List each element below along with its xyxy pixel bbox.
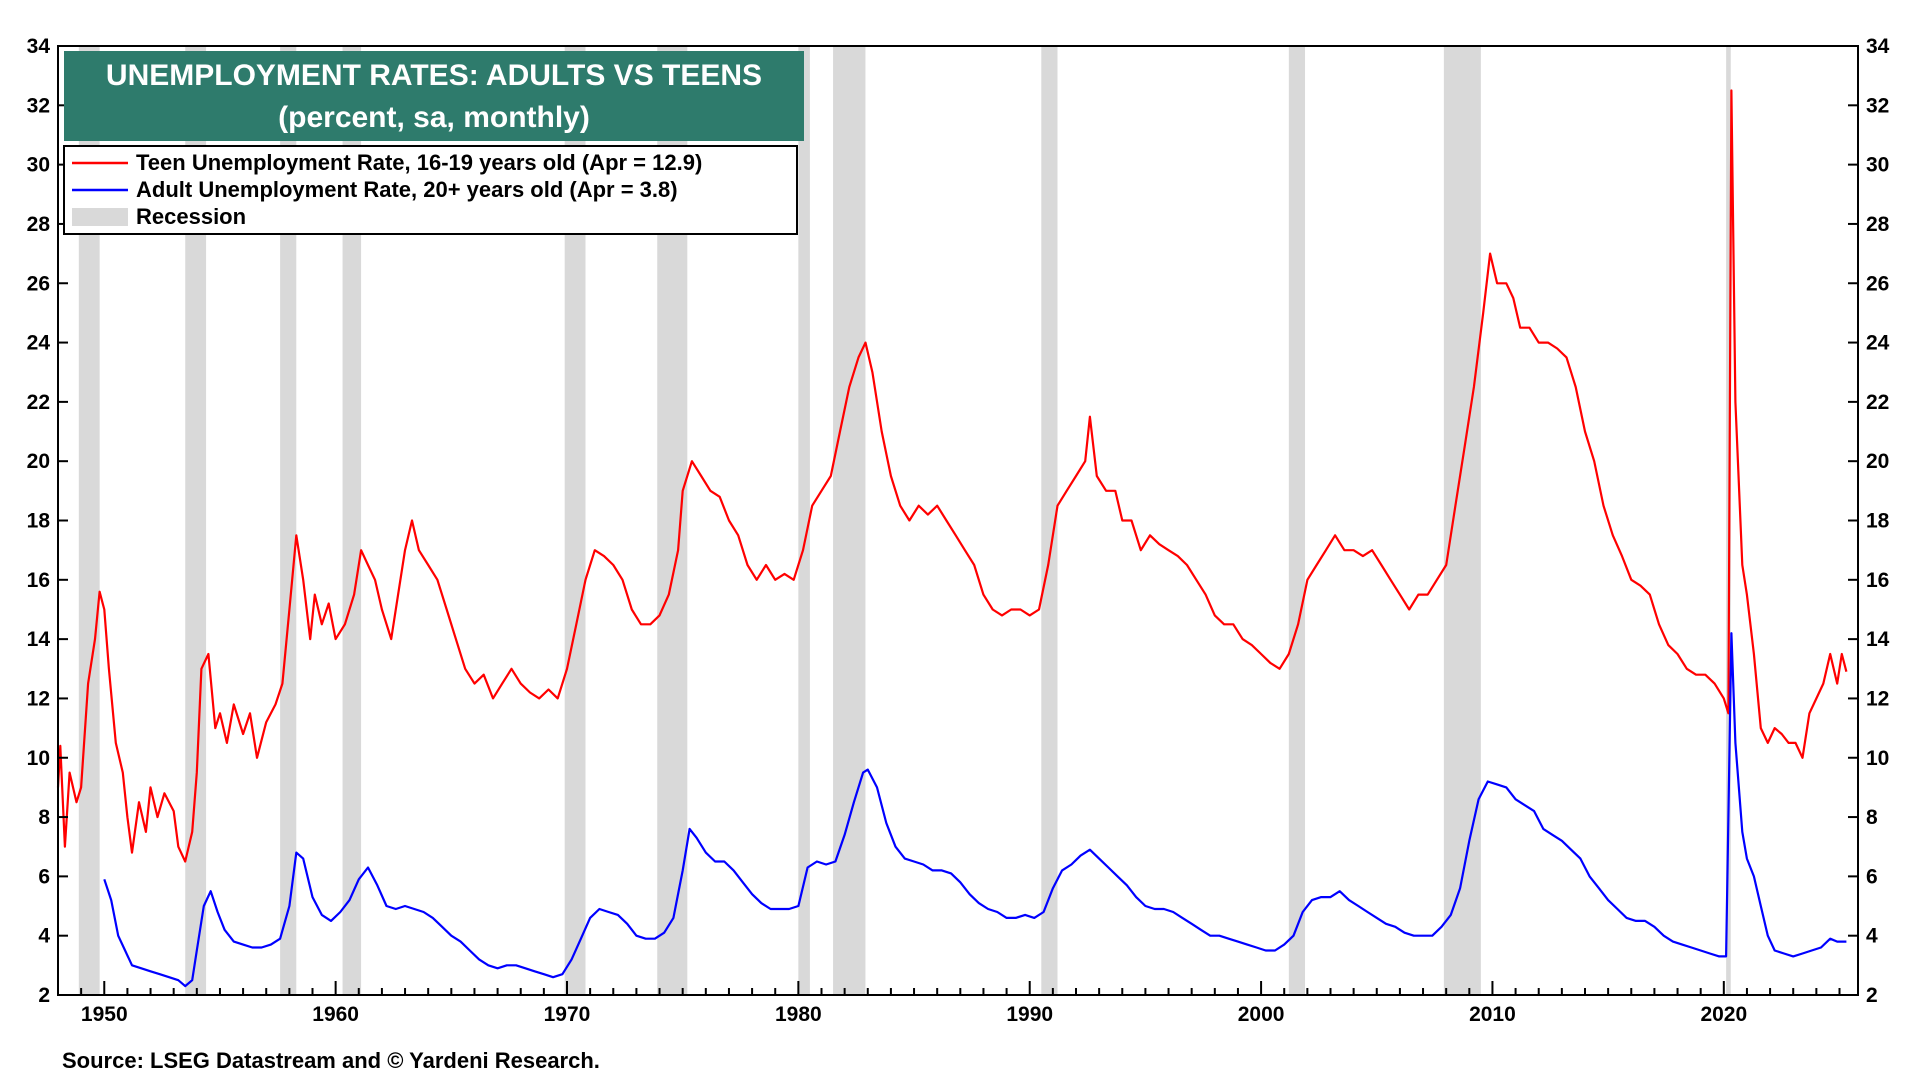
legend-swatch-recession: [72, 208, 128, 226]
x-tick-label: 1990: [1006, 1003, 1053, 1026]
y-tick-label-right: 22: [1866, 391, 1889, 414]
y-tick-label-right: 30: [1866, 154, 1889, 177]
recession-band: [1443, 46, 1481, 995]
y-tick-label-right: 26: [1866, 272, 1889, 295]
y-tick-label-right: 24: [1866, 332, 1890, 355]
y-tick-label-left: 8: [38, 806, 50, 829]
recession-band: [833, 46, 866, 995]
y-tick-label-left: 26: [27, 272, 50, 295]
y-tick-label-left: 6: [38, 865, 50, 888]
recession-band: [280, 46, 297, 995]
recession-band: [1041, 46, 1058, 995]
recession-bands: [78, 46, 1731, 995]
recession-band: [1288, 46, 1306, 995]
x-tick-label: 1950: [81, 1003, 128, 1026]
y-tick-label-left: 4: [38, 925, 50, 948]
y-tick-label-left: 16: [27, 569, 50, 592]
y-tick-label-left: 24: [27, 332, 51, 355]
y-tick-label-left: 2: [38, 984, 50, 1007]
y-tick-label-left: 20: [27, 450, 50, 473]
y-tick-label-left: 18: [27, 510, 51, 533]
title-box: UNEMPLOYMENT RATES: ADULTS VS TEENS (per…: [64, 51, 804, 141]
y-tick-label-right: 32: [1866, 94, 1889, 117]
y-tick-label-left: 30: [27, 154, 50, 177]
y-tick-label-left: 12: [27, 687, 50, 710]
y-tick-label-left: 10: [27, 747, 50, 770]
chart-subtitle: (percent, sa, monthly): [278, 101, 590, 134]
title-box-background: [64, 51, 804, 141]
y-tick-label-left: 32: [27, 94, 50, 117]
y-tick-label-right: 18: [1866, 510, 1890, 533]
legend-label-recession: Recession: [136, 204, 246, 229]
y-tick-label-right: 4: [1866, 925, 1878, 948]
x-tick-label: 2020: [1700, 1003, 1747, 1026]
legend: Teen Unemployment Rate, 16-19 years old …: [63, 145, 798, 235]
x-tick-label: 1970: [544, 1003, 591, 1026]
x-tick-label: 2000: [1238, 1003, 1285, 1026]
legend-box: [63, 145, 798, 235]
x-tick-label: 2010: [1469, 1003, 1516, 1026]
y-tick-label-left: 28: [27, 213, 51, 236]
y-tick-label-left: 14: [27, 628, 51, 651]
series-lines: [56, 89, 1848, 988]
teen-unemployment-line: [56, 89, 1848, 863]
y-tick-label-right: 10: [1866, 747, 1889, 770]
y-tick-label-right: 16: [1866, 569, 1889, 592]
recession-band: [564, 46, 586, 995]
y-tick-label-left: 22: [27, 391, 50, 414]
legend-label-adult: Adult Unemployment Rate, 20+ years old (…: [136, 177, 678, 202]
legend-label-teen: Teen Unemployment Rate, 16-19 years old …: [136, 150, 702, 175]
y-tick-label-right: 34: [1866, 35, 1890, 58]
source-note: Source: LSEG Datastream and © Yardeni Re…: [62, 1048, 600, 1073]
y-tick-label-right: 14: [1866, 628, 1890, 651]
chart-title: UNEMPLOYMENT RATES: ADULTS VS TEENS: [106, 59, 762, 92]
y-tick-label-right: 20: [1866, 450, 1889, 473]
y-tick-label-right: 8: [1866, 806, 1878, 829]
recession-band: [185, 46, 207, 995]
y-tick-label-left: 34: [27, 35, 51, 58]
x-tick-label: 1960: [312, 1003, 359, 1026]
y-tick-label-right: 28: [1866, 213, 1890, 236]
recession-band: [342, 46, 362, 995]
y-tick-label-right: 12: [1866, 687, 1889, 710]
adult-unemployment-line: [103, 632, 1847, 988]
x-tick-label: 1980: [775, 1003, 822, 1026]
y-tick-label-right: 2: [1866, 984, 1878, 1007]
y-tick-label-right: 6: [1866, 865, 1878, 888]
recession-band: [798, 46, 810, 995]
x-axis: 1950 1960 1970 1980 1990 2000 2010 2020: [57, 981, 1841, 1026]
